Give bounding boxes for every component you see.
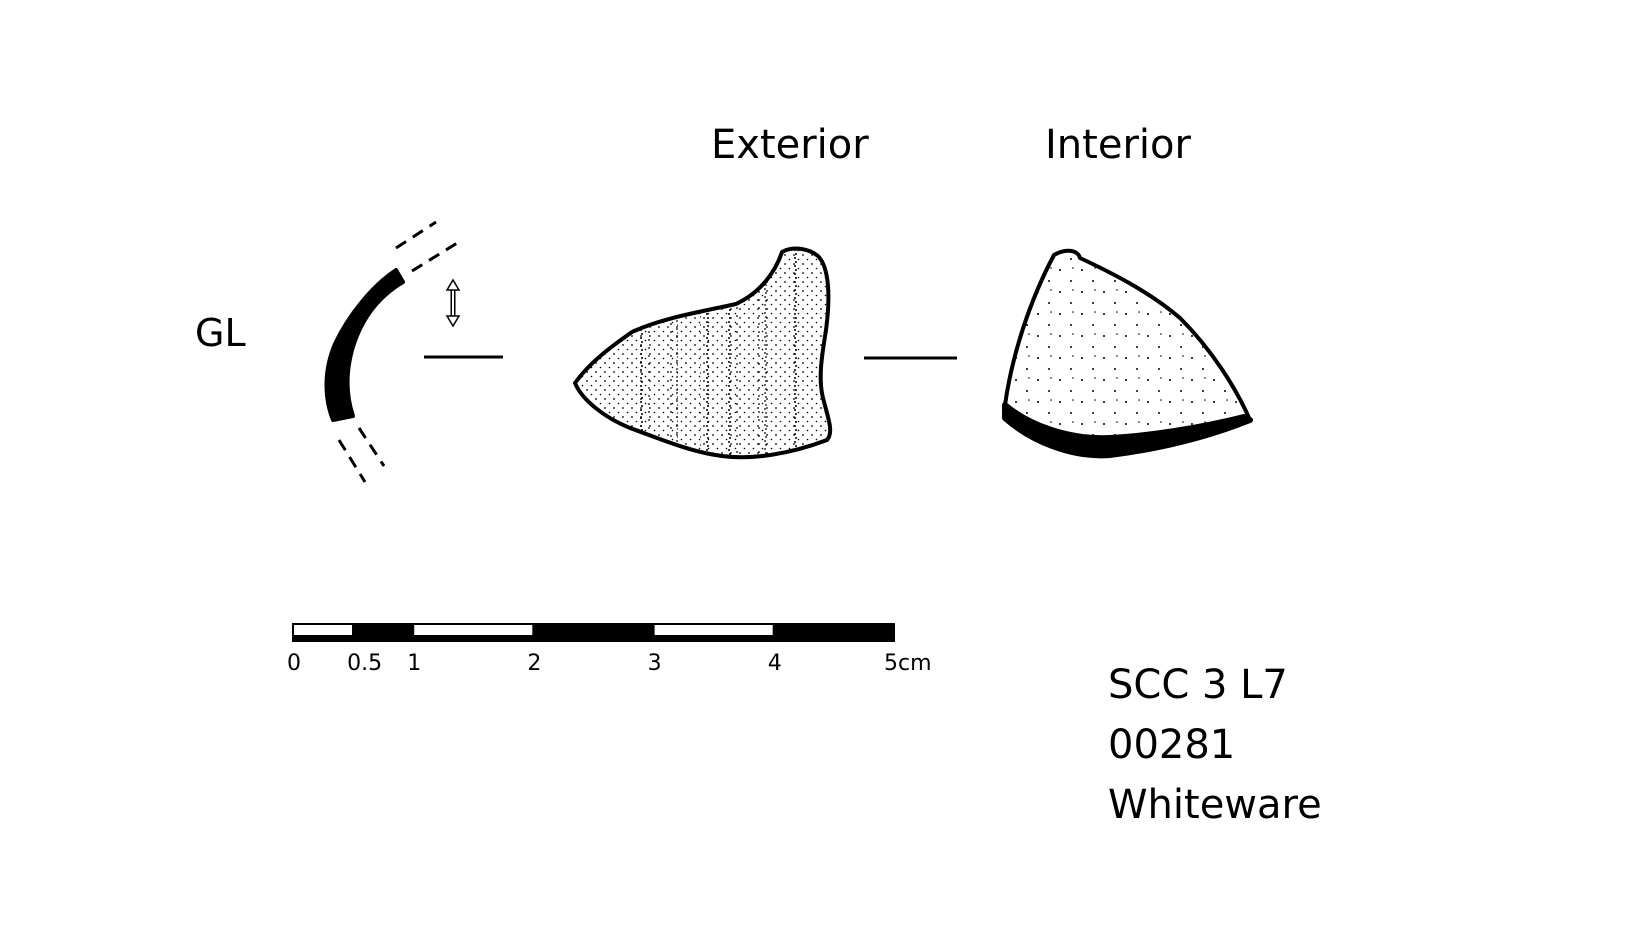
scale-bar (292, 623, 895, 642)
catalog-block: SCC 3 L7 00281 Whiteware (1108, 655, 1322, 835)
profile-ext-dash-upper (395, 220, 437, 250)
orientation-arrow-icon (445, 278, 461, 328)
interior-view (1002, 248, 1253, 459)
section-profile (324, 220, 463, 483)
interior-stipple (1005, 250, 1250, 456)
scale-baseline (293, 635, 894, 641)
scale-tick-label: 2 (527, 651, 542, 676)
catalog-number: 00281 (1108, 722, 1236, 768)
interior-label: Interior (1045, 122, 1191, 168)
catalog-context: SCC 3 L7 (1108, 662, 1288, 708)
scale-tick-label: 4 (767, 651, 782, 676)
profile-int-dash-upper (411, 238, 463, 273)
profile-int-dash-lower (357, 427, 386, 467)
scale-tick-label: 5cm (884, 651, 932, 676)
profile-wall (324, 268, 405, 422)
catalog-ware: Whiteware (1108, 782, 1322, 828)
exterior-outline (573, 246, 833, 460)
scale-tick-label: 0.5 (347, 651, 383, 676)
section-label: GL (195, 311, 246, 355)
scale-tick-label: 3 (647, 651, 662, 676)
exterior-view (573, 246, 833, 460)
profile-ext-dash-lower (337, 439, 367, 483)
exterior-label: Exterior (711, 122, 869, 168)
scale-tick-label: 0 (287, 651, 301, 676)
scale-tick-label: 1 (407, 651, 422, 676)
interior-rim-band (1002, 402, 1253, 459)
